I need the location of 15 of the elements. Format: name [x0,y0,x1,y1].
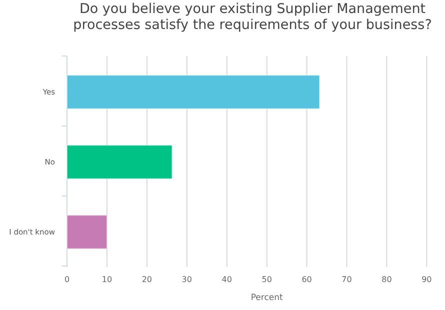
x-axis-title: Percent [250,293,284,303]
x-tick-label: 10 [102,275,112,284]
x-tick-label: 0 [64,275,70,284]
x-tick-label: 20 [142,275,152,284]
x-tick-label: 50 [262,275,272,284]
x-tick-label: 80 [382,275,392,284]
x-tick-label: 70 [342,275,352,284]
bar [66,74,320,110]
bar [66,214,108,250]
x-tick-label: 90 [422,275,432,284]
chart-title: Do you believe your existing Supplier Management processes satisfy the requirements of your business? [73,1,432,33]
x-tick-label: 30 [182,275,192,284]
bar [66,144,173,180]
x-tick-label: 60 [302,275,312,284]
x-tick-label: 40 [222,275,232,284]
